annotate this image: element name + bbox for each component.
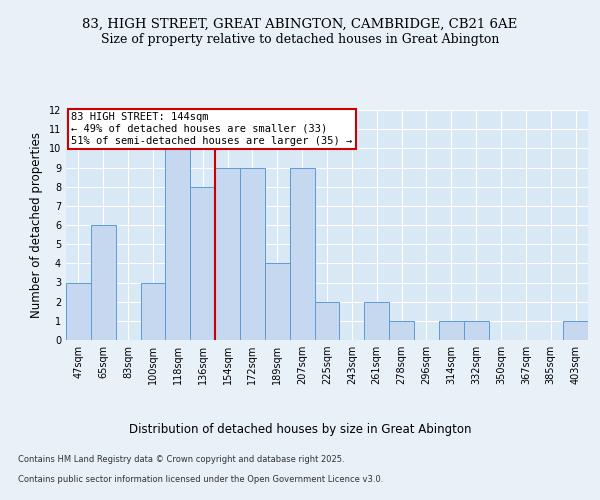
Bar xyxy=(389,321,414,340)
Bar xyxy=(215,168,240,340)
Bar xyxy=(166,148,190,340)
Bar xyxy=(314,302,340,340)
Y-axis label: Number of detached properties: Number of detached properties xyxy=(30,132,43,318)
Bar xyxy=(364,302,389,340)
Bar xyxy=(190,186,215,340)
Text: Contains HM Land Registry data © Crown copyright and database right 2025.: Contains HM Land Registry data © Crown c… xyxy=(18,455,344,464)
Text: Contains public sector information licensed under the Open Government Licence v3: Contains public sector information licen… xyxy=(18,475,383,484)
Bar xyxy=(464,321,488,340)
Bar xyxy=(439,321,464,340)
Bar xyxy=(563,321,588,340)
Text: 83, HIGH STREET, GREAT ABINGTON, CAMBRIDGE, CB21 6AE: 83, HIGH STREET, GREAT ABINGTON, CAMBRID… xyxy=(82,18,518,30)
Bar xyxy=(290,168,314,340)
Bar xyxy=(265,264,290,340)
Bar xyxy=(140,282,166,340)
Bar xyxy=(66,282,91,340)
Text: 83 HIGH STREET: 144sqm
← 49% of detached houses are smaller (33)
51% of semi-det: 83 HIGH STREET: 144sqm ← 49% of detached… xyxy=(71,112,352,146)
Text: Distribution of detached houses by size in Great Abington: Distribution of detached houses by size … xyxy=(129,422,471,436)
Bar xyxy=(240,168,265,340)
Text: Size of property relative to detached houses in Great Abington: Size of property relative to detached ho… xyxy=(101,32,499,46)
Bar xyxy=(91,225,116,340)
